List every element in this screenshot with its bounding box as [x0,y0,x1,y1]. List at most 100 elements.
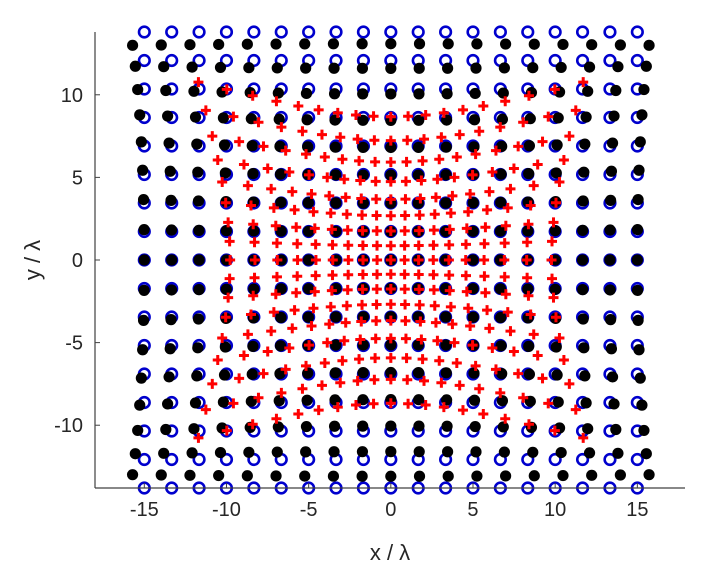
data-point [302,141,314,153]
data-point [443,255,454,265]
data-point [457,104,468,115]
data-point [532,350,543,361]
data-point [310,239,321,250]
data-point [357,299,368,310]
data-point [399,240,410,251]
data-point [271,446,283,458]
data-point [550,197,561,208]
data-point [385,269,396,280]
data-point [603,53,617,68]
data-point [549,425,560,436]
data-point [301,394,313,406]
data-point [284,343,295,354]
data-point [429,209,440,220]
data-point [213,38,225,51]
data-point [248,225,260,237]
data-point [137,164,149,176]
data-point [551,369,563,381]
data-point [385,240,396,251]
data-point [372,255,383,265]
data-point [287,186,298,197]
data-point [243,62,255,74]
data-point [494,283,507,295]
data-point [310,255,321,265]
data-point [238,159,249,170]
data-point [401,156,412,167]
x-tick-label: 0 [385,499,396,521]
data-point [272,255,283,265]
data-point [354,354,365,365]
data-point [192,195,205,207]
data-point [330,197,342,209]
data-point [402,135,413,146]
data-point [224,273,235,284]
data-point [528,329,539,340]
data-point [610,84,622,97]
data-point [313,104,324,115]
data-point [537,136,548,147]
data-point [291,222,302,233]
data-point [262,163,273,174]
data-point [300,62,312,74]
data-point [580,397,592,409]
data-point [528,470,540,482]
data-point [385,176,396,187]
data-point [552,396,564,408]
data-point [523,290,534,301]
data-point [350,400,361,411]
data-point [292,255,303,265]
data-point [356,470,368,482]
data-point [487,166,498,177]
data-point [343,269,354,280]
data-point [399,255,410,265]
data-point [548,292,559,303]
data-point [355,175,366,186]
data-point [419,134,430,145]
data-point [454,380,465,391]
data-point [332,402,343,413]
data-point [554,177,565,188]
y-tick-label: 5 [72,167,83,189]
data-point [137,344,149,356]
data-point [505,183,516,194]
data-point [324,190,335,201]
data-point [413,255,424,265]
data-point [469,420,481,433]
data-point [371,194,382,205]
data-point [319,152,330,163]
y-tick-label: 10 [61,85,83,107]
data-point [371,210,382,221]
data-point [604,254,616,266]
data-point [158,447,170,459]
data-point [163,371,175,383]
data-point [403,111,414,122]
data-point [273,113,285,125]
data-point [603,452,617,467]
data-point [299,38,311,50]
data-point [434,355,445,366]
data-point [401,353,412,364]
data-point [445,301,456,312]
data-point [449,172,460,183]
data-point [219,452,234,467]
data-point [496,113,509,125]
data-point [564,378,575,389]
data-point [188,423,200,435]
data-point [634,136,646,148]
data-point [327,239,338,250]
data-point [633,344,645,356]
x-tick-label: 5 [467,499,478,521]
data-point [440,141,452,153]
data-point [354,155,365,166]
data-point [466,25,480,39]
data-point [385,210,396,221]
data-point [548,25,562,39]
data-point [460,270,471,281]
data-point [357,367,369,379]
data-point [547,236,558,247]
data-point [547,273,558,284]
data-point [430,192,441,203]
data-point [471,38,483,50]
data-point [385,62,397,74]
data-point [249,237,260,248]
